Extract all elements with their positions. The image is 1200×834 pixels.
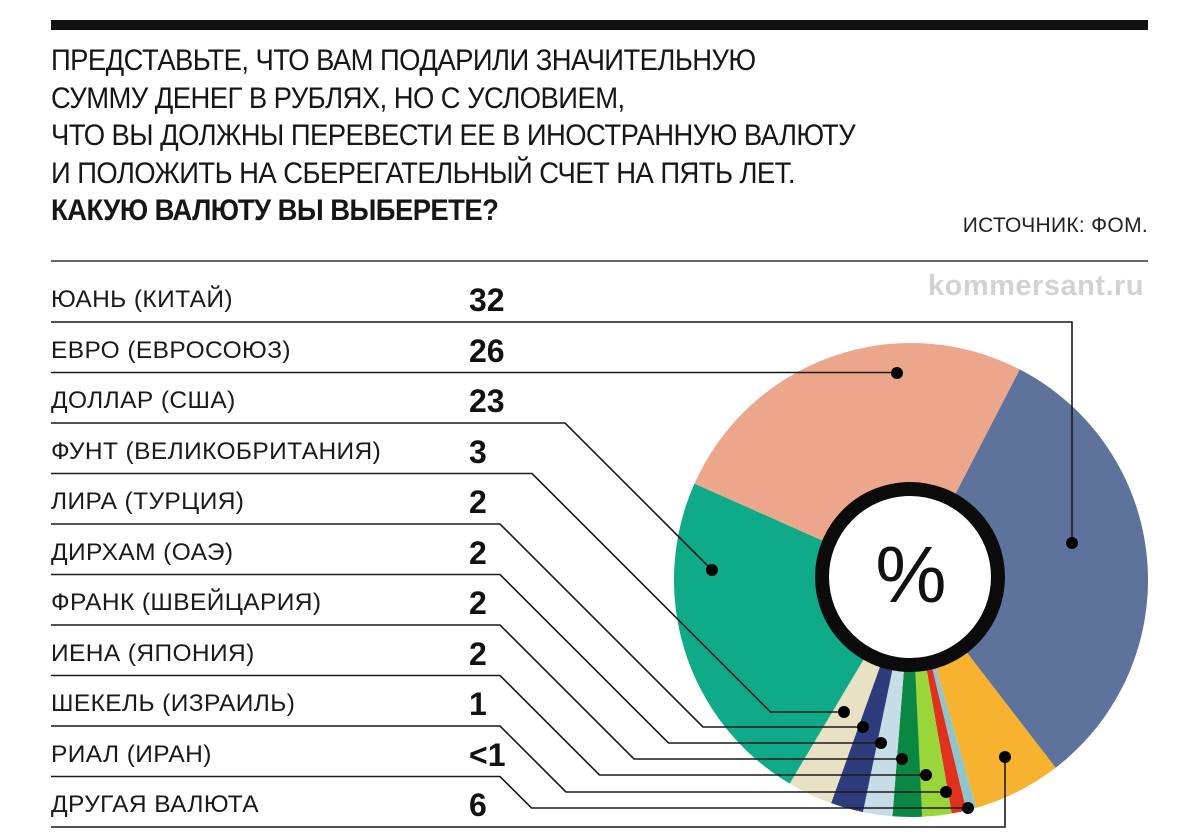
leader-line: [51, 757, 1006, 828]
title-line: И ПОЛОЖИТЬ НА СБЕРЕГАТЕЛЬНЫЙ СЧЕТ НА ПЯТ…: [51, 156, 795, 190]
pie-slice: [911, 369, 1148, 768]
legend-label: РИАЛ (ИРАН): [51, 740, 212, 768]
title-line: ПРЕДСТАВЬТЕ, ЧТО ВАМ ПОДАРИЛИ ЗНАЧИТЕЛЬН…: [51, 44, 756, 77]
header-divider: [51, 260, 1148, 262]
leader-line: [51, 624, 902, 760]
leader-dot: [857, 721, 869, 733]
leader-line: [51, 523, 863, 728]
watermark: kommersant.ru: [927, 270, 1144, 302]
legend-value: 1: [469, 686, 487, 722]
legend-value: 32: [469, 282, 505, 318]
legend-value: 26: [469, 332, 505, 369]
legend-value: <1: [469, 736, 506, 773]
legend-label: ЕВРО (ЕВРОСОЮЗ): [51, 336, 291, 364]
legend-value: 2: [469, 635, 487, 672]
leader-dot: [1066, 537, 1078, 549]
center-ring: [815, 482, 1005, 672]
chart-title: ПРЕДСТАВЬТЕ, ЧТО ВАМ ПОДАРИЛИ ЗНАЧИТЕЛЬН…: [51, 42, 1051, 230]
leader-dot: [838, 706, 850, 718]
legend-label: ДОЛЛАР (США): [51, 387, 236, 414]
leader-line: [51, 775, 968, 809]
leader-dot: [896, 753, 908, 765]
legend-label: ШЕКЕЛЬ (ИЗРАИЛЬ): [51, 690, 296, 717]
legend-label: ФУНТ (ВЕЛИКОБРИТАНИЯ): [51, 437, 382, 465]
title-line: СУММУ ДЕНЕГ В РУБЛЯХ, НО С УСЛОВИЕМ,: [51, 81, 625, 115]
legend-value: 3: [469, 433, 487, 470]
title-line: ЧТО ВЫ ДОЛЖНЫ ПЕРЕВЕСТИ ЕЕ В ИНОСТРАННУЮ…: [51, 119, 856, 152]
legend-label: ДРУГАЯ ВАЛЮТА: [51, 791, 259, 818]
leader-line: [51, 472, 844, 713]
legend-label: ФРАНК (ШВЕЙЦАРИЯ): [51, 589, 322, 616]
legend-value: 2: [469, 534, 487, 571]
leader-dot: [940, 786, 952, 798]
leader-dot: [706, 564, 718, 576]
legend-label: ЮАНЬ (КИТАЙ): [51, 286, 233, 313]
leader-line: [51, 725, 946, 793]
source-note: ИСТОЧНИК: ФОМ.: [962, 214, 1148, 237]
legend-value: 2: [469, 585, 487, 621]
legend-value: 6: [469, 787, 487, 823]
legend-value: 2: [469, 484, 487, 520]
percent-icon: %: [875, 530, 947, 619]
legend-label: ЛИРА (ТУРЦИЯ): [51, 488, 245, 515]
leader-line: [51, 674, 926, 776]
leader-dot: [962, 802, 974, 814]
top-rule: [51, 20, 1148, 30]
legend-label: ИЕНА (ЯПОНИЯ): [51, 639, 255, 667]
leader-dot: [920, 769, 932, 781]
legend-label: ДИРХАМ (ОАЭ): [51, 538, 234, 566]
leader-dot: [875, 737, 887, 749]
legend-value: 23: [469, 383, 505, 419]
leader-line: [51, 422, 713, 571]
title-question: КАКУЮ ВАЛЮТУ ВЫ ВЫБЕРЕТЕ?: [51, 194, 499, 227]
leader-dot: [999, 751, 1011, 763]
leader-line: [51, 573, 881, 744]
leader-line: [51, 321, 1073, 543]
leader-dot: [891, 367, 903, 379]
